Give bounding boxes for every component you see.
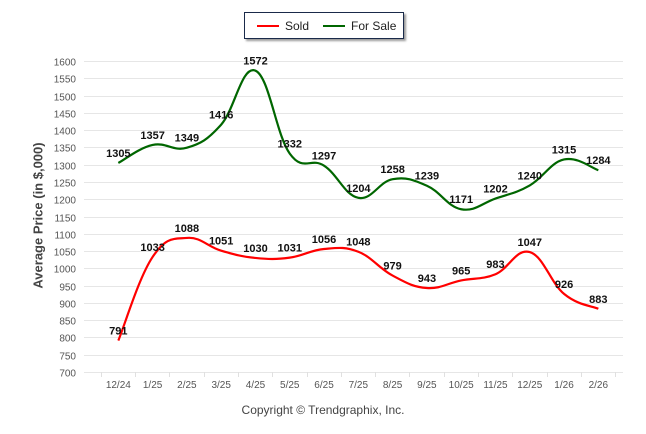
data-label: 965 — [452, 265, 470, 277]
data-label: 1315 — [552, 144, 576, 156]
y-tick-label: 800 — [59, 334, 76, 345]
x-tick-label: 12/25 — [517, 380, 542, 391]
y-tick-label: 1200 — [54, 196, 77, 207]
y-tick-label: 900 — [59, 300, 76, 311]
data-labels: 791 1033 1088 1051 1030 1031 1056 1048 979 943 965… — [106, 56, 611, 338]
x-tick-label: 4/25 — [246, 380, 266, 391]
y-tick-label: 1100 — [54, 231, 76, 242]
y-tick-label: 1500 — [54, 93, 77, 104]
y-tick-label: 850 — [59, 317, 76, 328]
data-label: 1031 — [278, 243, 302, 255]
data-label: 1171 — [449, 194, 473, 206]
y-tick-label: 1000 — [54, 265, 77, 276]
data-label: 1240 — [518, 170, 542, 182]
legend-swatch-sold — [257, 24, 279, 27]
x-tick-label: 1/25 — [143, 380, 163, 391]
legend-item-sold[interactable]: Sold — [257, 19, 309, 33]
x-tick-label: 8/25 — [383, 380, 403, 391]
data-label: 1030 — [243, 243, 267, 255]
data-label: 1572 — [243, 56, 267, 68]
data-label: 1088 — [175, 223, 199, 235]
data-label: 1048 — [346, 237, 370, 249]
y-tick-label: 950 — [59, 283, 76, 294]
data-label: 1258 — [380, 164, 404, 176]
x-tick-label: 11/25 — [483, 380, 508, 391]
data-label: 1284 — [586, 155, 611, 167]
x-tick-label: 2/26 — [589, 380, 609, 391]
y-tick-label: 1450 — [54, 110, 77, 121]
data-label: 1305 — [106, 148, 130, 160]
data-label: 1051 — [209, 236, 233, 248]
grid-lines — [84, 61, 623, 373]
data-label: 1056 — [312, 234, 336, 246]
x-tick-label: 1/26 — [554, 380, 574, 391]
data-label: 1202 — [483, 184, 507, 196]
data-label: 1047 — [518, 237, 542, 249]
x-tick-label: 10/25 — [449, 380, 474, 391]
legend-item-for-sale[interactable]: For Sale — [323, 19, 396, 33]
series-line-for-sale — [117, 69, 599, 211]
x-tick-label: 12/24 — [106, 380, 131, 391]
x-tick-label: 5/25 — [280, 380, 300, 391]
data-label: 979 — [383, 261, 401, 273]
data-label: 983 — [486, 259, 504, 271]
x-tick-label: 7/25 — [349, 380, 369, 391]
data-label: 1416 — [209, 110, 233, 122]
x-tick-label: 9/25 — [417, 380, 437, 391]
legend-label-for-sale: For Sale — [351, 18, 397, 33]
y-tick-label: 700 — [59, 369, 76, 380]
data-label: 1033 — [140, 242, 164, 254]
series-line-sold — [117, 236, 599, 341]
data-label: 926 — [555, 279, 573, 291]
data-label: 943 — [418, 273, 436, 285]
x-axis: 12/24 1/25 2/25 3/25 4/25 5/25 6/25 7/25 8/25 9/2… — [101, 372, 616, 391]
y-tick-label: 1250 — [54, 179, 77, 190]
y-tick-label: 1600 — [54, 58, 77, 69]
data-label: 1332 — [278, 139, 302, 151]
legend-swatch-for-sale — [323, 24, 346, 27]
y-axis: 700 750 800 850 900 950 1000 1050 1100 1150 1200 12… — [54, 58, 77, 380]
y-tick-label: 1550 — [54, 75, 77, 86]
data-label: 1349 — [175, 133, 199, 145]
y-tick-label: 750 — [59, 352, 76, 363]
x-tick-label: 2/25 — [177, 380, 197, 391]
copyright-text: Copyright © Trendgraphix, Inc. — [241, 403, 405, 417]
y-tick-label: 1350 — [54, 144, 77, 155]
data-label: 791 — [109, 326, 127, 338]
y-tick-label: 1050 — [54, 248, 77, 259]
legend-label-sold: Sold — [285, 18, 310, 33]
data-label: 1357 — [140, 130, 164, 142]
y-axis-title: Average Price (in $,000) — [30, 142, 46, 289]
data-label: 1204 — [346, 183, 371, 195]
x-tick-label: 3/25 — [211, 380, 231, 391]
series-group — [117, 69, 599, 341]
legend: Sold For Sale — [244, 12, 404, 39]
data-label: 883 — [589, 294, 607, 306]
y-tick-label: 1300 — [54, 162, 77, 173]
data-label: 1239 — [415, 171, 439, 183]
data-label: 1297 — [312, 151, 336, 163]
x-tick-label: 6/25 — [314, 380, 334, 391]
y-tick-label: 1150 — [54, 214, 76, 225]
y-tick-label: 1400 — [54, 127, 77, 138]
